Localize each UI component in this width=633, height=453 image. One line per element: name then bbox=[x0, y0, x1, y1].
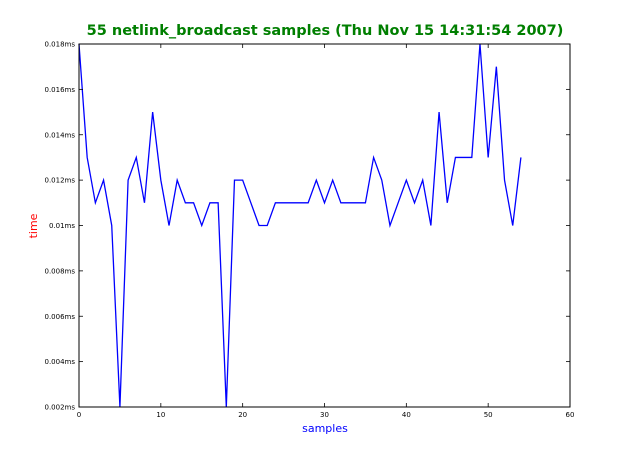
y-tick-label: 0.006ms bbox=[44, 313, 75, 321]
x-tick-label: 0 bbox=[77, 411, 81, 419]
y-tick-label: 0.018ms bbox=[44, 41, 75, 49]
y-tick-label: 0.004ms bbox=[44, 358, 75, 366]
data-series-line-0 bbox=[78, 43, 522, 408]
x-tick-label: 50 bbox=[484, 411, 493, 419]
chart-title: 55 netlink_broadcast samples (Thu Nov 15… bbox=[87, 23, 564, 39]
x-tick-label: 60 bbox=[566, 411, 575, 419]
plot-area: 0 10 20 30 40 50 60 0.002ms 0.004ms 0.006ms 0.008m… bbox=[44, 41, 574, 420]
x-tick-label: 30 bbox=[320, 411, 329, 419]
y-tick-label: 0.014ms bbox=[44, 131, 75, 139]
y-tick-label: 0.012ms bbox=[44, 177, 75, 185]
y-tick-label: 0.01ms bbox=[49, 222, 75, 230]
x-tick-label: 10 bbox=[156, 411, 165, 419]
x-tick-label: 20 bbox=[238, 411, 247, 419]
x-axis-label: samples bbox=[302, 422, 348, 435]
x-tick-label: 40 bbox=[402, 411, 411, 419]
y-tick-label: 0.002ms bbox=[44, 404, 75, 412]
y-tick-label: 0.008ms bbox=[44, 267, 75, 275]
y-tick-label: 0.016ms bbox=[44, 86, 75, 94]
y-axis-label: time bbox=[27, 213, 40, 238]
